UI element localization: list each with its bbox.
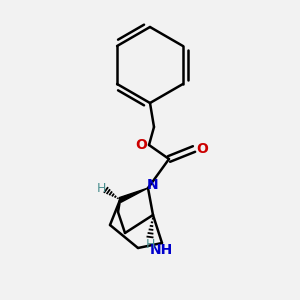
Text: N: N: [147, 178, 159, 192]
Text: O: O: [196, 142, 208, 156]
Polygon shape: [119, 188, 148, 202]
Text: H: H: [96, 182, 106, 194]
Text: NH: NH: [150, 243, 173, 257]
Text: O: O: [135, 138, 147, 152]
Text: H: H: [145, 238, 155, 251]
